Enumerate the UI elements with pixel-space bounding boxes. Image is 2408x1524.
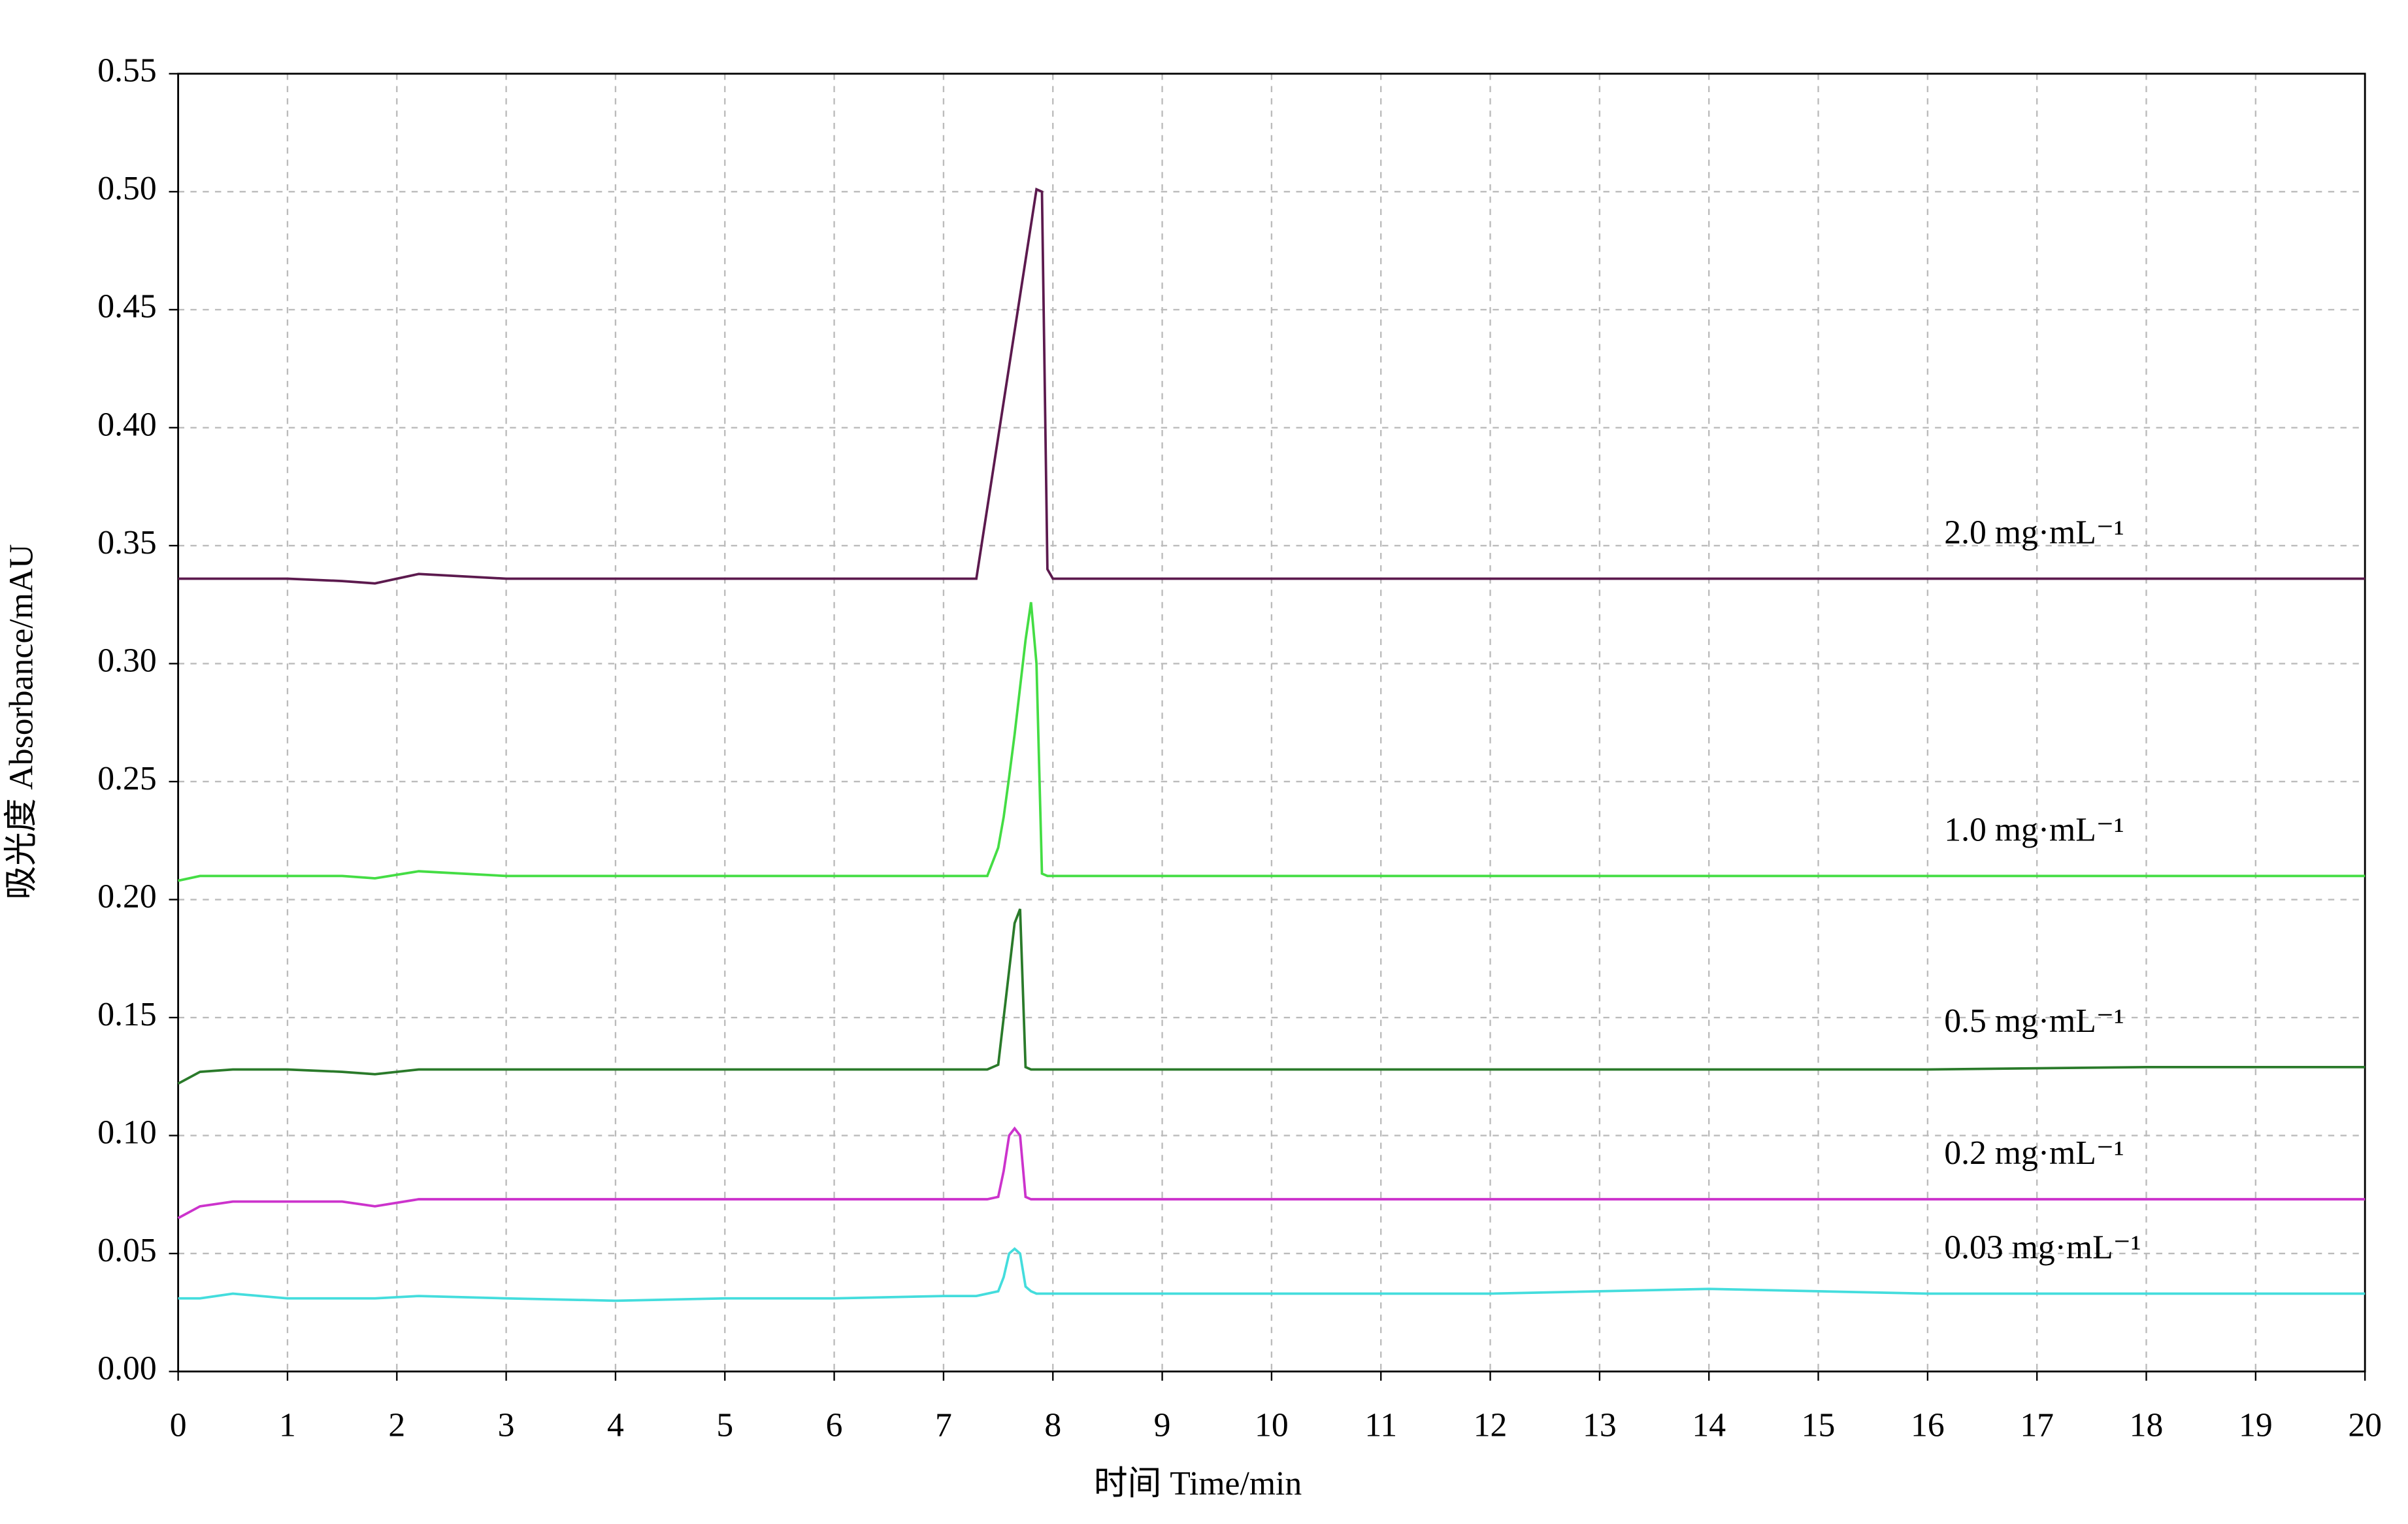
- y-tick-label: 0.15: [97, 996, 156, 1033]
- x-tick-label: 3: [498, 1406, 515, 1444]
- y-axis-label: 吸光度 Absorbance/mAU: [3, 544, 40, 900]
- x-tick-label: 0: [170, 1406, 187, 1444]
- y-tick-label: 0.35: [97, 524, 156, 561]
- y-tick-label: 0.50: [97, 170, 156, 207]
- x-tick-label: 5: [716, 1406, 733, 1444]
- series-line: [177, 908, 2366, 1085]
- x-tick-label: 13: [1583, 1406, 1617, 1444]
- y-tick-label: 0.45: [97, 288, 156, 325]
- series-label: 0.2 mg·mL⁻¹: [1944, 1135, 2124, 1172]
- y-tick-label: 0.00: [97, 1350, 156, 1387]
- x-tick-label: 17: [2020, 1406, 2054, 1444]
- series-line: [178, 188, 2366, 585]
- x-tick-label: 16: [1911, 1406, 1945, 1444]
- x-tick-label: 2: [388, 1406, 405, 1444]
- y-tick-label: 0.25: [97, 760, 156, 797]
- x-tick-label: 6: [826, 1406, 843, 1444]
- x-tick-label: 9: [1154, 1406, 1171, 1444]
- y-tick-label: 0.10: [97, 1114, 156, 1151]
- y-tick-label: 0.30: [97, 642, 156, 679]
- x-tick-label: 18: [2130, 1406, 2164, 1444]
- series-label: 0.5 mg·mL⁻¹: [1944, 1002, 2124, 1040]
- x-tick-label: 10: [1255, 1406, 1289, 1444]
- y-tick-label: 0.20: [97, 878, 156, 915]
- series-label: 1.0 mg·mL⁻¹: [1944, 811, 2124, 848]
- x-tick-label: 12: [1474, 1406, 1508, 1444]
- x-tick-label: 14: [1692, 1406, 1726, 1444]
- y-tick-label: 0.05: [97, 1232, 156, 1269]
- x-tick-label: 19: [2239, 1406, 2273, 1444]
- series-label: 2.0 mg·mL⁻¹: [1944, 514, 2124, 552]
- plot-frame: [177, 73, 2366, 1373]
- series-line: [178, 1247, 2366, 1302]
- x-axis-label: 时间 Time/min: [1094, 1465, 1302, 1502]
- series-label: 0.03 mg·mL⁻¹: [1944, 1229, 2141, 1267]
- x-tick-label: 8: [1044, 1406, 1061, 1444]
- x-tick-label: 20: [2348, 1406, 2382, 1444]
- series-line: [178, 602, 2366, 882]
- x-tick-label: 1: [279, 1406, 296, 1444]
- series-line: [177, 1126, 2366, 1219]
- x-tick-label: 4: [607, 1406, 624, 1444]
- x-tick-label: 11: [1364, 1406, 1397, 1444]
- y-tick-label: 0.55: [97, 52, 156, 90]
- x-tick-label: 7: [935, 1406, 952, 1444]
- x-tick-label: 15: [1802, 1406, 1836, 1444]
- y-tick-label: 0.40: [97, 406, 156, 443]
